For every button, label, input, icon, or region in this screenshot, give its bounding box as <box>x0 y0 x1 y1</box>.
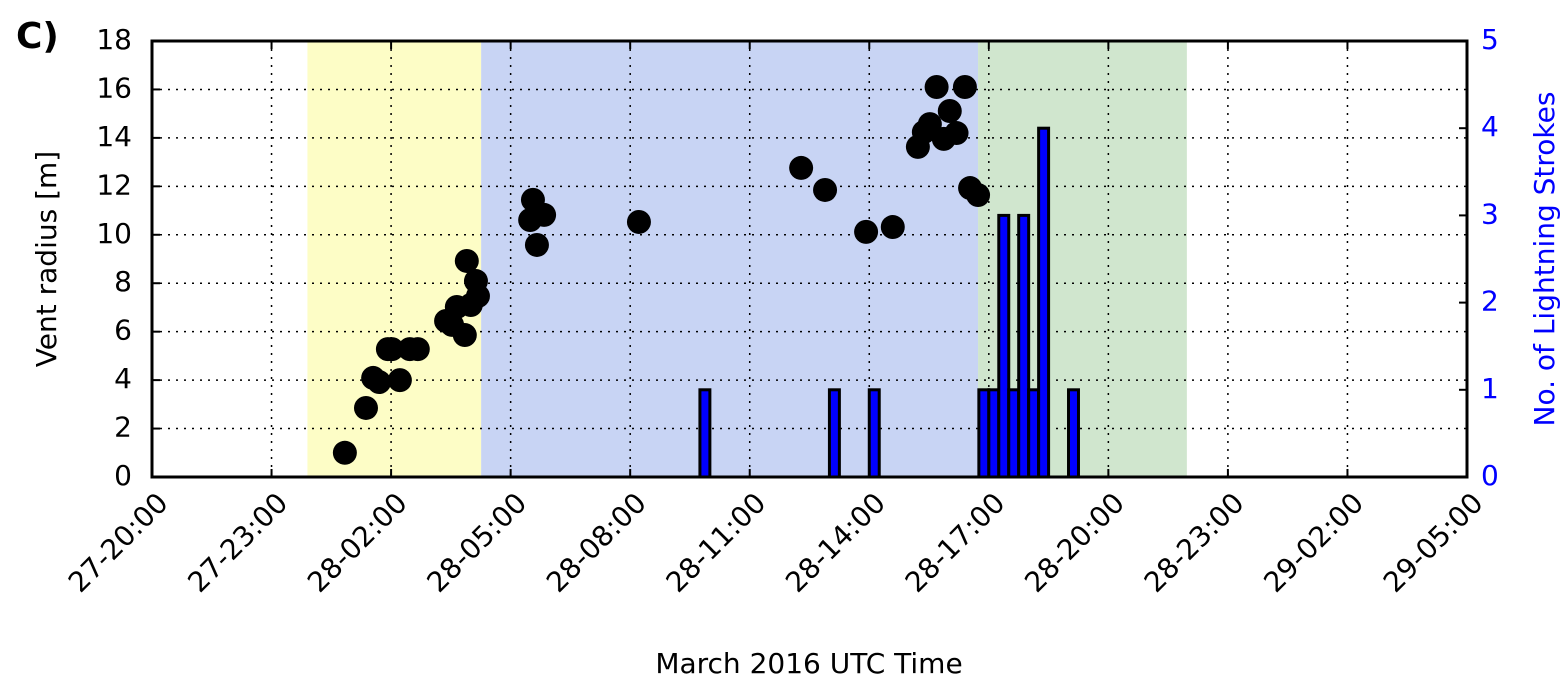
x-axis-label: March 2016 UTC Time <box>655 647 962 680</box>
scatter-point <box>924 75 949 100</box>
x-tick-label: 28-11:00 <box>660 486 773 599</box>
x-tick-label: 28-08:00 <box>540 486 653 599</box>
panel-label: C) <box>16 16 59 57</box>
scatter-point <box>854 219 879 244</box>
scatter-point <box>452 323 477 348</box>
y2-tick-label: 1 <box>1481 372 1499 405</box>
y-tick-label: 18 <box>96 23 132 56</box>
scatter-point <box>387 368 412 393</box>
y-tick-label: 2 <box>114 411 132 444</box>
y2-tick-label: 3 <box>1481 197 1499 230</box>
scatter-point <box>789 155 814 180</box>
y-tick-label: 8 <box>114 265 132 298</box>
scatter-point <box>952 75 977 100</box>
y-tick-label: 4 <box>114 362 132 395</box>
scatter-point <box>367 370 392 395</box>
scatter-point <box>353 395 378 420</box>
x-tick-label: 29-02:00 <box>1257 486 1370 599</box>
y-tick-label: 12 <box>96 168 132 201</box>
x-tick-label: 27-20:00 <box>62 486 175 599</box>
scatter-point <box>944 121 969 146</box>
y2-tick-label: 0 <box>1481 459 1499 492</box>
scatter-point <box>524 232 549 257</box>
y-axis-label: Vent radius [m] <box>30 151 63 367</box>
y2-tick-label: 4 <box>1481 110 1499 143</box>
y2-tick-label: 5 <box>1481 23 1499 56</box>
scatter-point <box>966 183 991 208</box>
y2-axis-label: No. of Lightning Strokes <box>1528 92 1561 427</box>
x-tick-label: 28-23:00 <box>1138 486 1251 599</box>
lightning-bar <box>698 388 712 479</box>
x-tick-label: 29-05:00 <box>1377 486 1490 599</box>
scatter-point <box>626 209 651 234</box>
lightning-bar <box>1067 388 1080 479</box>
y-tick-label: 14 <box>96 120 132 153</box>
scatter-point <box>937 99 962 124</box>
x-tick-label: 28-05:00 <box>421 486 534 599</box>
lightning-bar <box>827 388 841 479</box>
scatter-point <box>465 284 490 309</box>
scatter-point <box>332 440 357 465</box>
x-tick-label: 28-20:00 <box>1018 486 1131 599</box>
scatter-point <box>880 215 905 240</box>
scatter-point <box>454 248 479 273</box>
y-tick-label: 10 <box>96 217 132 250</box>
plot-frame <box>150 39 1469 479</box>
scatter-point <box>813 177 838 202</box>
y-tick-label: 16 <box>96 71 132 104</box>
lightning-bar <box>867 388 881 479</box>
x-tick-label: 28-02:00 <box>301 486 414 599</box>
scatter-point <box>405 337 430 362</box>
y-tick-label: 6 <box>114 314 132 347</box>
shaded-span <box>481 41 979 477</box>
scatter-point <box>532 202 557 227</box>
y-tick-label: 0 <box>114 459 132 492</box>
x-tick-label: 28-17:00 <box>899 486 1012 599</box>
scatter-point <box>379 337 404 362</box>
x-tick-label: 28-14:00 <box>779 486 892 599</box>
lightning-bar <box>1037 126 1051 479</box>
x-tick-label: 27-23:00 <box>181 486 294 599</box>
y2-tick-label: 2 <box>1481 285 1499 318</box>
shaded-span <box>307 41 482 477</box>
